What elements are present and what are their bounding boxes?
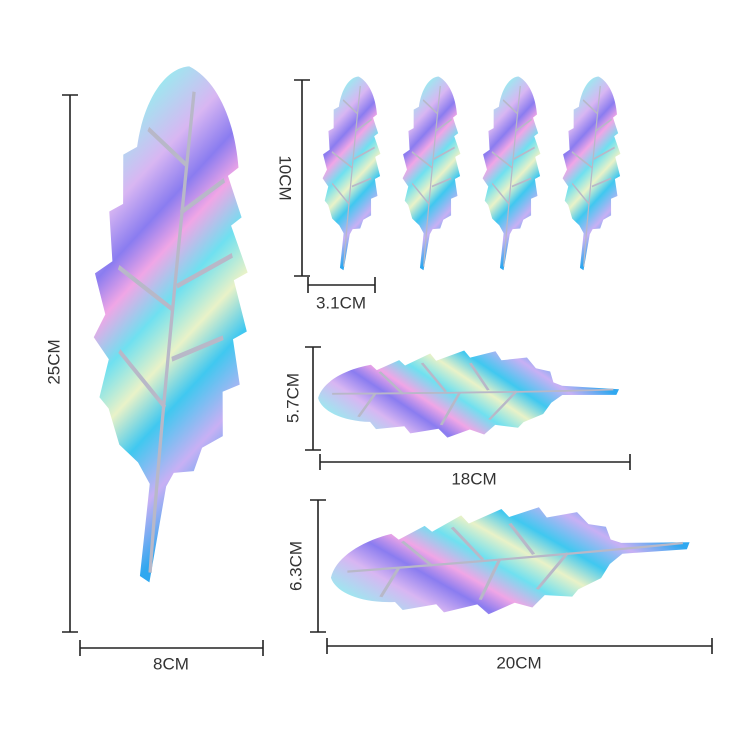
dimension-line	[305, 346, 321, 451]
dimension-line	[62, 94, 78, 633]
medium-feather	[315, 343, 622, 444]
dimension-label: 20CM	[496, 653, 541, 672]
dimension-label: 18CM	[451, 469, 496, 488]
dimension-line	[310, 499, 326, 633]
dimension-label: 6.3CM	[286, 541, 305, 591]
dimension-line	[307, 277, 376, 293]
dimension-label: 5.7CM	[283, 373, 302, 423]
dimension-label: 8CM	[153, 654, 189, 673]
large-feather	[74, 54, 265, 595]
dimension-line	[294, 79, 310, 277]
dimension-label: 10CM	[276, 155, 295, 200]
dimension-line	[326, 638, 713, 654]
small-feather	[474, 70, 548, 276]
small-feather	[554, 70, 628, 276]
dimension-line	[319, 454, 631, 470]
dimension-label: 3.1CM	[316, 293, 366, 312]
dimension-line	[79, 640, 264, 656]
dimension-label: 25CM	[44, 339, 63, 384]
small-feather	[394, 70, 468, 276]
small-feather	[314, 70, 388, 276]
long-feather	[323, 488, 697, 632]
